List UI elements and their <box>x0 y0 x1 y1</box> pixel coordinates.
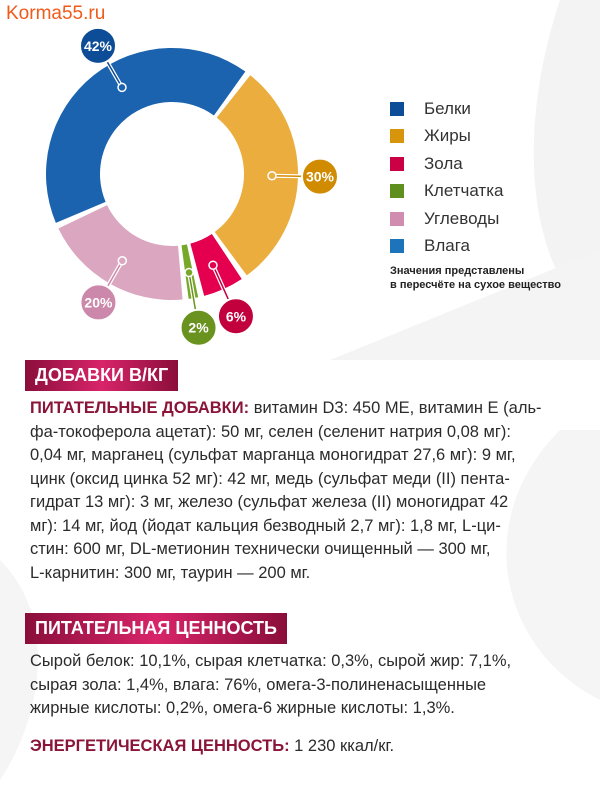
legend-item: Зола <box>390 150 504 178</box>
legend-swatch <box>390 129 404 144</box>
data-label-text: 6% <box>226 308 247 324</box>
legend-label: Влага <box>424 236 470 256</box>
data-label-text: 2% <box>188 320 209 336</box>
text-line: стин: 600 мг, DL-метионин технически очи… <box>30 540 491 558</box>
data-label: 42% <box>79 26 127 93</box>
donut-slice <box>46 47 246 223</box>
text-line: мг): 14 мг, йод (йодат кальция безводный… <box>30 516 501 535</box>
text-span: витамин D3: 450 МЕ, витамин Е (аль- <box>249 399 542 417</box>
data-label: 30% <box>267 157 339 196</box>
legend-label: Зола <box>424 153 463 173</box>
site-logo[interactable]: Korma55.ru <box>6 3 106 24</box>
additives-label: ПИТАТЕЛЬНЫЕ ДОБАВКИ: <box>30 399 250 417</box>
text-line: Сырой белок: 10,1%, сырая клетчатка: 0,3… <box>30 652 512 670</box>
additives-header: ДОБАВКИ В/КГ <box>25 360 179 391</box>
data-label-text: 42% <box>84 38 113 54</box>
data-label-text: 30% <box>306 169 335 185</box>
legend-label: Клетчатка <box>424 181 504 201</box>
legend-swatch <box>390 239 404 254</box>
energy-label: ЭНЕРГЕТИЧЕСКАЯ ЦЕННОСТЬ: <box>30 737 290 755</box>
legend-swatch <box>390 211 404 226</box>
text-line: цинк (оксид цинка 52 мг): 42 мг, медь (с… <box>30 469 510 488</box>
legend-label: Белки <box>424 98 471 118</box>
legend-swatch <box>390 184 404 199</box>
legend-label: Углеводы <box>424 208 500 228</box>
legend-swatch <box>390 101 404 116</box>
additives-text: ПИТАТЕЛЬНЫЕ ДОБАВКИ: витамин D3: 450 МЕ,… <box>30 397 542 585</box>
note-line: Значения представлены <box>390 265 525 277</box>
text-line: гидрат 13 мг): 3 мг, железо (сульфат жел… <box>30 493 509 511</box>
legend-item: Клетчатка <box>390 178 504 206</box>
note-line: в пересчёте на сухое вещество <box>390 279 561 291</box>
text-line: ПИТАТЕЛЬНЫЕ ДОБАВКИ: витамин D3: 450 МЕ,… <box>30 397 542 421</box>
data-label: 2% <box>179 267 218 345</box>
text-line: жирные кислоты: 0,2%, омега-6 жирные кис… <box>30 699 455 717</box>
data-label: 20% <box>79 256 128 322</box>
legend-item: Углеводы <box>390 205 504 233</box>
text-line: фа-токоферола ацетат): 50 мг, селен (сел… <box>30 422 511 441</box>
text-line: сырая зола: 1,4%, влага: 76%, омега-3-по… <box>30 675 487 694</box>
donut-chart: 30% 6% 2% 20% 42% <box>46 26 339 345</box>
legend-swatch <box>390 156 404 171</box>
data-label-text: 20% <box>84 294 113 310</box>
nutrition-header: ПИТАТЕЛЬНАЯ ЦЕННОСТЬ <box>25 613 287 644</box>
legend-item: Белки <box>390 95 504 123</box>
energy-value: 1 230 ккал/кг. <box>289 737 395 755</box>
text-line: 0,04 мг, марганец (сульфат марганца моно… <box>30 446 516 464</box>
chart-note: Значения представлены в пересчёте на сух… <box>390 264 561 292</box>
text-line: L-карнитин: 300 мг, таурин — 200 мг. <box>30 563 311 582</box>
legend-label: Жиры <box>424 126 471 146</box>
donut-slice <box>58 205 183 300</box>
legend-item: Влага <box>390 233 504 261</box>
legend-item: Жиры <box>390 123 504 151</box>
donut-slice <box>214 75 299 276</box>
chart-legend: Белки Жиры Зола Клетчатка Углеводы Влага <box>390 95 504 260</box>
nutrition-text: Сырой белок: 10,1%, сырая клетчатка: 0,3… <box>30 650 511 721</box>
data-label: 6% <box>208 260 255 336</box>
energy-text: ЭНЕРГЕТИЧЕСКАЯ ЦЕННОСТЬ: 1 230 ккал/кг. <box>30 735 394 759</box>
